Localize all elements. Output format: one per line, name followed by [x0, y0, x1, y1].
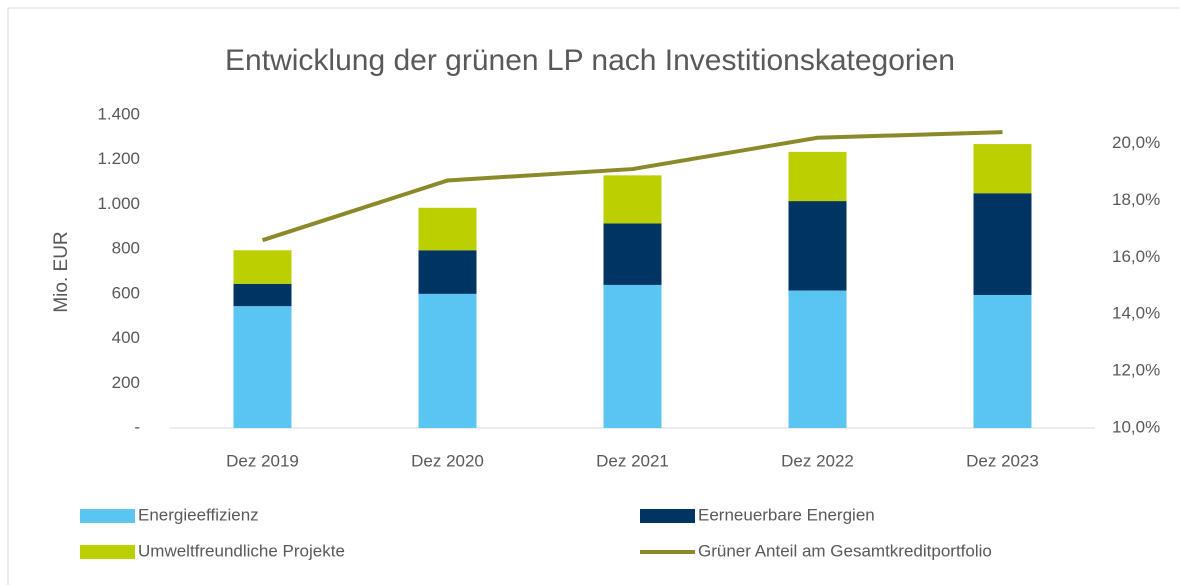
bar	[233, 250, 292, 284]
chart-title: Entwicklung der grünen LP nach Investiti…	[225, 44, 955, 77]
x-tick-label: Dez 2020	[411, 451, 484, 470]
y-tick-label: 1.200	[97, 149, 140, 168]
bar	[973, 144, 1032, 194]
legend-swatch	[80, 545, 135, 559]
bar	[603, 223, 662, 285]
bar	[973, 193, 1032, 295]
bar	[788, 201, 847, 291]
legend-swatch	[80, 509, 135, 523]
legend-swatch	[640, 509, 695, 523]
bar	[233, 306, 292, 428]
bar	[603, 175, 662, 224]
bar	[418, 207, 477, 251]
y-tick-label: -	[134, 417, 140, 436]
y2-tick-label: 20,0%	[1112, 133, 1160, 152]
x-tick-label: Dez 2022	[781, 451, 854, 470]
legend-label: Umweltfreundliche Projekte	[138, 541, 345, 560]
y-axis-label: Mio. EUR	[51, 231, 72, 312]
y2-tick-label: 14,0%	[1112, 304, 1160, 323]
y2-tick-label: 10,0%	[1112, 417, 1160, 436]
bar	[973, 294, 1032, 428]
y-tick-label: 1.400	[97, 104, 140, 123]
legend-label: Energieeffizienz	[138, 505, 259, 524]
y-tick-label: 400	[112, 328, 140, 347]
y-tick-label: 1.000	[97, 194, 140, 213]
bar	[788, 151, 847, 202]
x-tick-label: Dez 2019	[226, 451, 299, 470]
legend-label: Grüner Anteil am Gesamtkreditportfolio	[698, 541, 992, 560]
bar	[233, 283, 292, 307]
y2-tick-label: 12,0%	[1112, 361, 1160, 380]
bar	[788, 290, 847, 428]
line	[261, 130, 1003, 243]
y2-tick-label: 18,0%	[1112, 190, 1160, 209]
y2-tick-label: 16,0%	[1112, 247, 1160, 266]
bar	[418, 293, 477, 428]
bar	[418, 250, 477, 294]
x-tick-label: Dez 2021	[596, 451, 669, 470]
x-tick-label: Dez 2023	[966, 451, 1039, 470]
bar	[603, 284, 662, 428]
y-tick-label: 200	[112, 373, 140, 392]
legend-label: Eerneuerbare Energien	[698, 505, 875, 524]
y-tick-label: 600	[112, 283, 140, 302]
y-tick-label: 800	[112, 239, 140, 258]
